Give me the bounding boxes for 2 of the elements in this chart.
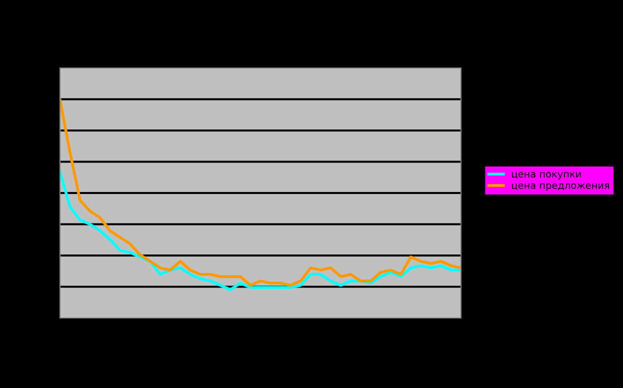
legend-label: цена предложения <box>512 183 610 191</box>
legend-label: цена покупки <box>512 172 581 180</box>
